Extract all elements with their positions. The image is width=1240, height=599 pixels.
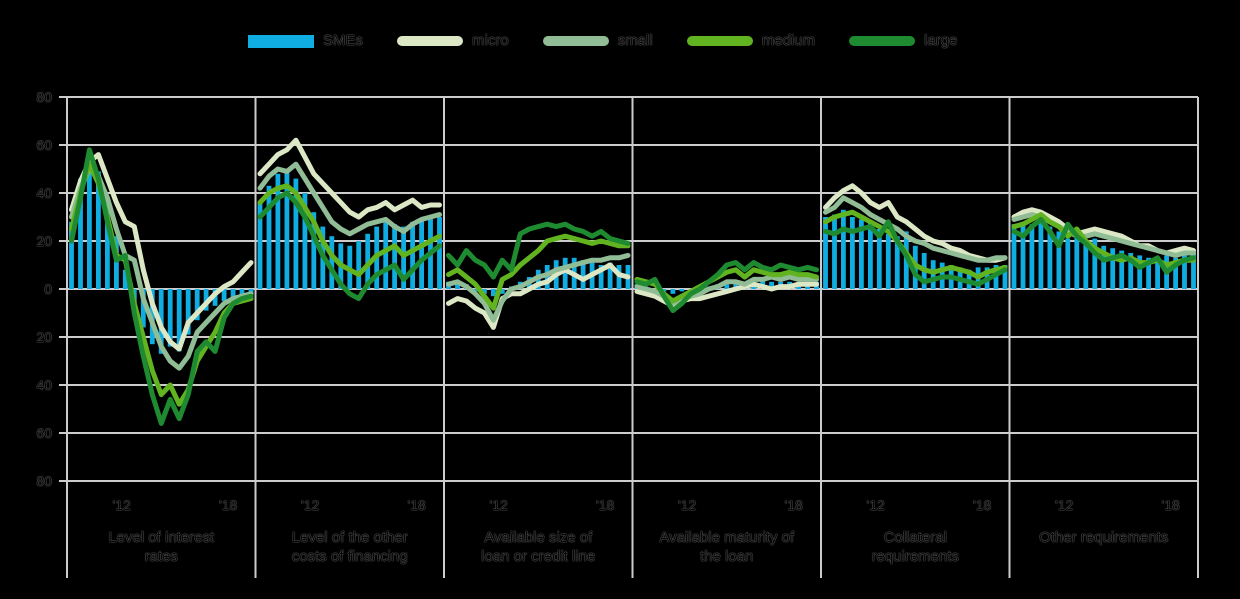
line-micro xyxy=(69,152,254,352)
line-small xyxy=(257,161,442,237)
legend-item-medium: medium xyxy=(686,32,816,50)
panel-separators xyxy=(66,97,1199,578)
line-large xyxy=(634,260,819,314)
micro-line-swatch-icon xyxy=(397,36,464,46)
legend-label-large: large xyxy=(924,32,958,49)
legend-label-medium: medium xyxy=(761,32,816,49)
line-large xyxy=(257,190,442,302)
line-large xyxy=(823,219,1008,287)
line-small xyxy=(446,252,631,323)
legend-item-smes: SMEs xyxy=(248,32,363,50)
line-medium xyxy=(823,209,1008,280)
line-large xyxy=(69,147,254,426)
legend-item-large: large xyxy=(849,32,957,50)
legend: SMEs micro small medium large xyxy=(248,32,957,50)
legend-label-micro: micro xyxy=(472,32,509,49)
bars-series-smes xyxy=(1011,221,1196,289)
line-medium xyxy=(257,183,442,278)
legend-item-micro: micro xyxy=(397,32,509,50)
smes-bar-swatch-icon xyxy=(248,34,314,48)
line-medium xyxy=(634,267,819,304)
line-large xyxy=(1011,216,1196,275)
large-line-swatch-icon xyxy=(849,36,916,46)
legend-label-small: small xyxy=(617,32,653,49)
line-micro xyxy=(257,137,442,220)
legend-label-smes: SMEs xyxy=(323,32,364,49)
line-micro xyxy=(446,262,631,330)
line-large xyxy=(446,221,631,280)
line-small xyxy=(823,195,1008,263)
medium-line-swatch-icon xyxy=(686,36,753,46)
line-medium xyxy=(446,233,631,311)
legend-item-small: small xyxy=(542,32,653,50)
small-line-swatch-icon xyxy=(542,36,609,46)
